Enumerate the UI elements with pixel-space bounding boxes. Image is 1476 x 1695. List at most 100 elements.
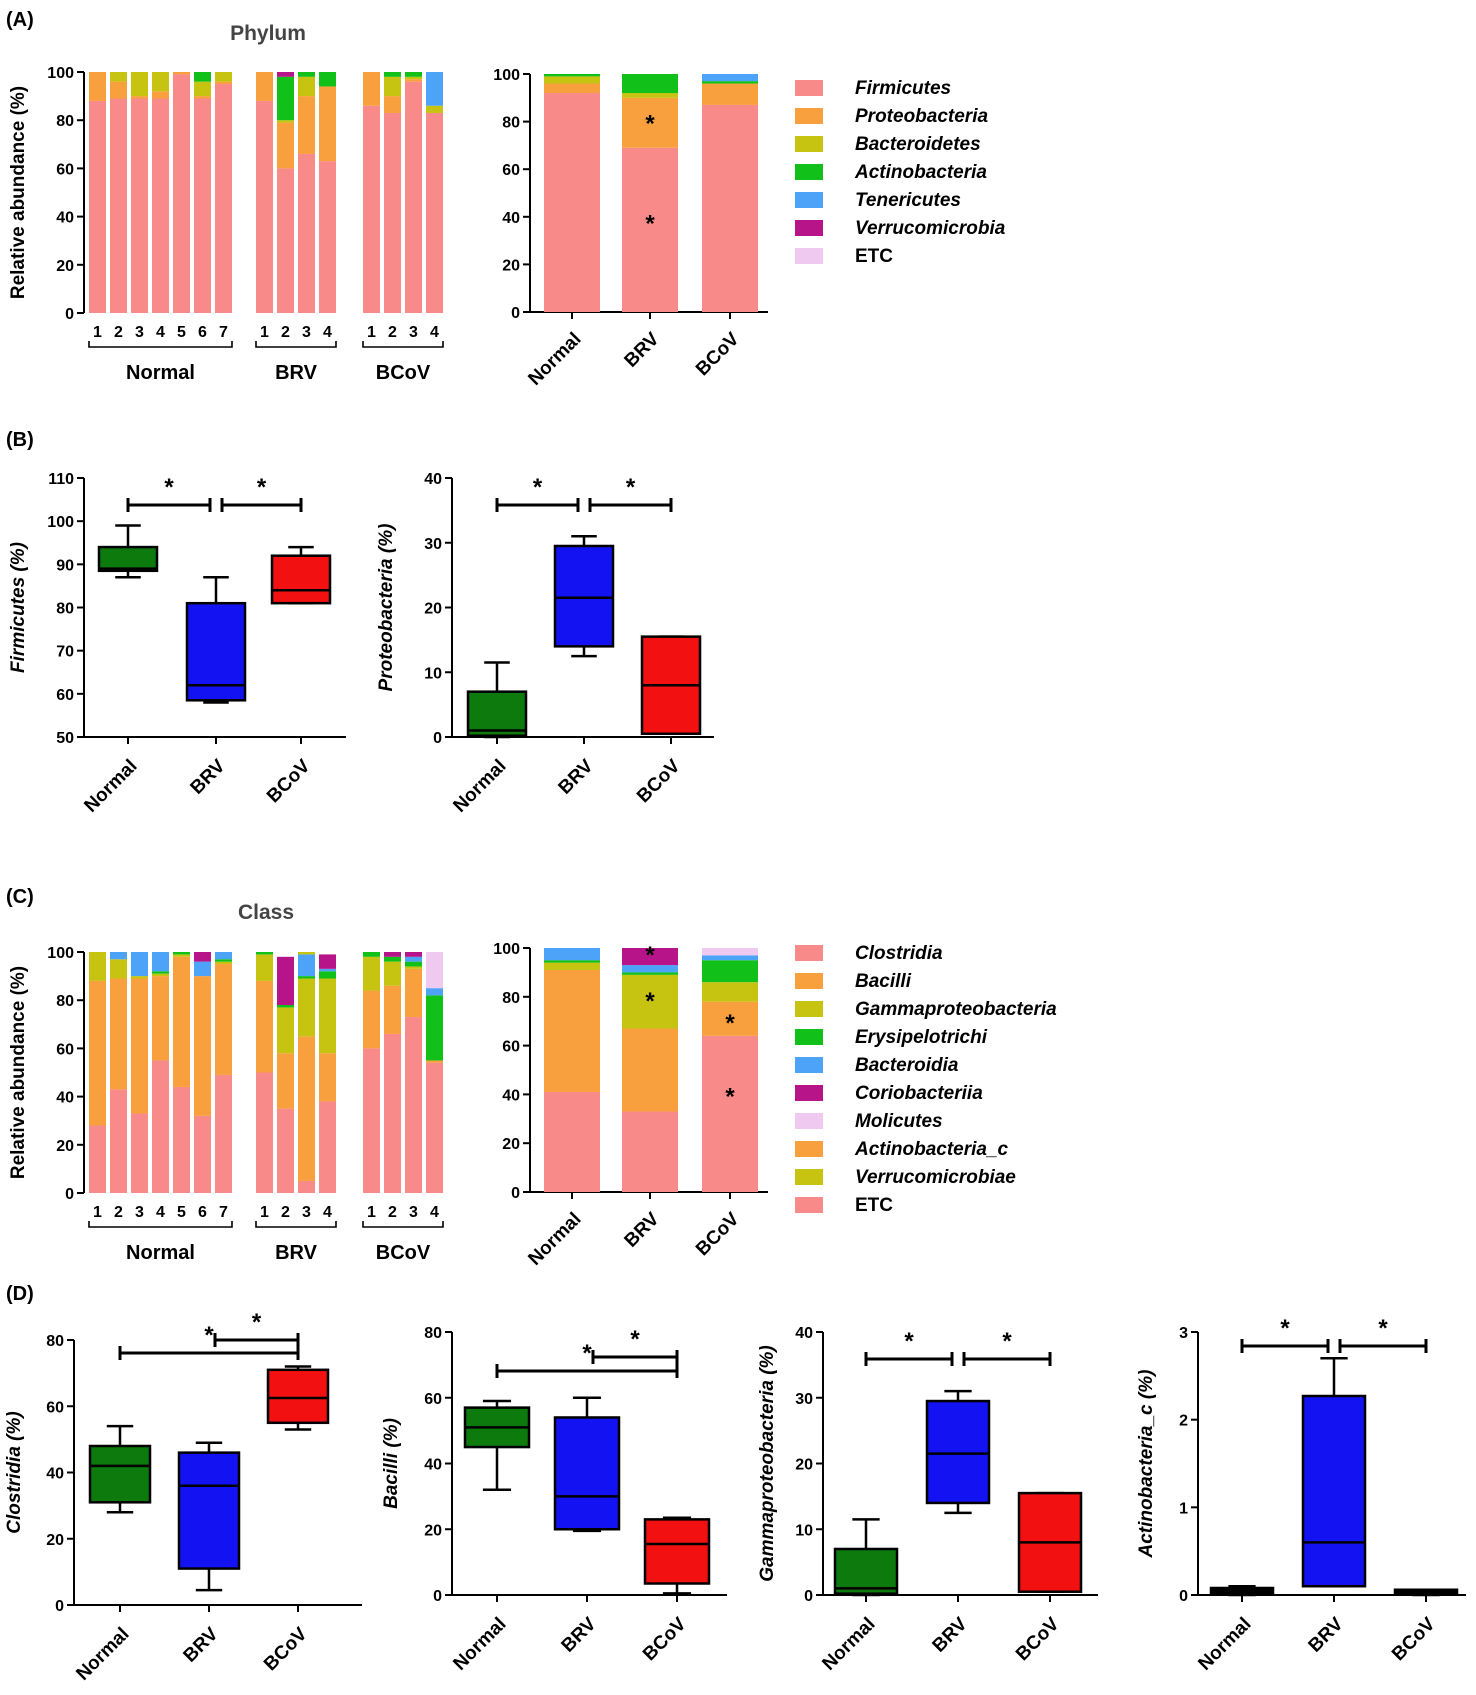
phylum_samples-bar-brv-4-firmicutes xyxy=(319,161,336,313)
class_group-bar-brv-clostridia xyxy=(622,1111,678,1192)
phylum_samples-bar-normal-2-bacteroidetes xyxy=(110,72,127,82)
class_group-significance-star: * xyxy=(645,988,655,1015)
phylum_samples-bar-bcov-3-actinobacteria xyxy=(405,72,422,77)
bacilli_box-x-tick-label-bcov: BCoV xyxy=(639,1613,691,1665)
phylum_samples-bar-brv-1-proteobacteria xyxy=(256,72,273,101)
phylum-legend: Firmicutes Proteobacteria Bacteroidetes Act… xyxy=(795,78,1006,267)
class_group-bar-brv-bacilli xyxy=(622,1028,678,1112)
class_samples-bar-normal-7-gammaproteobacteria xyxy=(215,961,232,965)
firmicutes_box-normal-box xyxy=(97,545,159,573)
legend-swatch-bacilli xyxy=(795,973,823,989)
phylum_group-bar-bcov-tenericutes xyxy=(702,74,758,82)
clostridia_box-x-tick-label-brv: BRV xyxy=(180,1623,223,1666)
firmicutes_box-y-axis-title: Firmicutes (%) xyxy=(8,542,29,673)
class_samples-group-bracket xyxy=(362,1221,444,1228)
class_group-y-tick-label: 0 xyxy=(511,1185,520,1202)
phylum_group-bar-normal-bacteroidetes xyxy=(544,76,600,84)
phylum_samples-bar-normal-3-bacteroidetes xyxy=(131,72,148,97)
legend-swatch-bacteroidetes xyxy=(795,136,823,152)
phylum_samples-y-tick-label: 20 xyxy=(56,258,74,275)
panel-label-b: (B) xyxy=(6,429,34,451)
firmicutes_box-y-tick-label: 100 xyxy=(47,514,74,531)
proteobacteria_box-y-tick-label: 20 xyxy=(424,601,442,618)
legend-label-actinobacteria-c: Actinobacteria_c xyxy=(854,1139,1009,1160)
phylum_samples-bar-normal-6-bacteroidetes xyxy=(194,81,211,97)
class_samples-bar-bcov-2-bacilli xyxy=(384,985,401,1034)
legend-swatch-tenericutes xyxy=(795,192,823,208)
class_samples-group-label-brv: BRV xyxy=(275,1242,318,1264)
phylum_samples-sample-label: 3 xyxy=(409,324,418,341)
phylum_group-y-tick-label: 40 xyxy=(502,210,520,227)
phylum_samples-bar-bcov-3-proteobacteria xyxy=(405,79,422,82)
class_group-bar-bcov-molicutes xyxy=(702,948,758,956)
firmicutes_box-y-tick-label: 60 xyxy=(56,687,74,704)
class_samples-sample-label: 1 xyxy=(367,1204,376,1221)
class_samples-bar-bcov-1-clostridia xyxy=(363,1048,380,1193)
bacilli_box-y-tick-label: 0 xyxy=(433,1588,442,1605)
proteobacteria_box-significance-star: * xyxy=(626,474,636,501)
class_group-bar-bcov-erysipelotrichi xyxy=(702,960,758,983)
bacilli_box-y-tick-label: 20 xyxy=(424,1522,442,1539)
class_samples-bar-bcov-4-erysipelotrichi xyxy=(426,995,443,1061)
clostridia_box-significance-star: * xyxy=(204,1322,214,1349)
clostridia_box-y-tick-label: 20 xyxy=(46,1532,64,1549)
class_samples-sample-label: 2 xyxy=(114,1204,123,1221)
phylum_samples-bar-brv-2-verrucomicrobia xyxy=(277,72,294,77)
legend-swatch-verrucomicrobiae xyxy=(795,1169,823,1185)
phylum_samples-y-tick-label: 80 xyxy=(56,113,74,130)
firmicutes_box-x-tick-label-bcov: BCoV xyxy=(263,755,315,807)
phylum_samples-bar-bcov-2-bacteroidetes xyxy=(384,76,401,97)
class_samples-bar-normal-3-clostridia xyxy=(131,1113,148,1193)
class_samples-y-tick-label: 100 xyxy=(47,945,74,962)
phylum_samples-bar-normal-4-proteobacteria xyxy=(152,91,169,99)
phylum_samples-bar-bcov-4-tenericutes xyxy=(426,72,443,106)
phylum_samples-bar-normal-4-firmicutes xyxy=(152,98,169,313)
legend-label-coriobacteriia: Coriobacteriia xyxy=(855,1083,983,1104)
class_samples-group-label-normal: Normal xyxy=(126,1242,195,1264)
class_samples-bar-brv-4-coriobacteriia xyxy=(319,954,336,969)
phylum_samples-group-label-bcov: BCoV xyxy=(376,362,431,384)
class_samples-bar-normal-1-clostridia xyxy=(89,1125,106,1193)
phylum_samples-y-tick-label: 40 xyxy=(56,210,74,227)
phylum_group-bar-normal-actinobacteria xyxy=(544,74,600,77)
proteobacteria_box-y-tick-label: 10 xyxy=(424,665,442,682)
legend-swatch-etc xyxy=(795,248,823,264)
bacilli_box-bcov-box xyxy=(643,1518,711,1585)
class_samples-bar-brv-4-erysipelotrichi xyxy=(319,971,336,979)
legend-label-actinobacteria: Actinobacteria xyxy=(854,162,987,183)
phylum_samples-bar-brv-2-actinobacteria xyxy=(277,76,294,121)
class_samples-bar-normal-7-clostridia xyxy=(215,1074,232,1193)
class_samples-bar-bcov-1-bacilli xyxy=(363,990,380,1049)
legend-label-bacteroidia: Bacteroidia xyxy=(855,1055,959,1076)
class_samples-bar-normal-5-erysipelotrichi xyxy=(173,952,190,955)
class_samples-bar-normal-6-bacilli xyxy=(194,976,211,1116)
class_samples-sample-label: 6 xyxy=(198,1204,207,1221)
clostridia_box-y-tick-label: 60 xyxy=(46,1399,64,1416)
phylum_samples-bar-normal-1-firmicutes xyxy=(89,100,106,313)
actinobacteria_c_box-x-tick-label-normal: Normal xyxy=(1194,1614,1255,1675)
phylum_samples-bar-normal-6-firmicutes xyxy=(194,98,211,313)
class_samples-bar-normal-5-clostridia xyxy=(173,1086,190,1193)
phylum-group-chart: 0 20 40 60 80 100 Normal BRV BCoV * * xyxy=(493,67,768,390)
class_samples-sample-label: 4 xyxy=(323,1204,332,1221)
phylum_samples-sample-label: 1 xyxy=(93,324,102,341)
class_samples-bar-brv-4-clostridia xyxy=(319,1101,336,1193)
clostridia_box-brv-box xyxy=(177,1451,241,1570)
actinobacteria_c_box-y-tick-label: 0 xyxy=(1179,1588,1188,1605)
clostridia_box-x-tick-label-bcov: BCoV xyxy=(260,1623,312,1675)
phylum_group-x-tick-label-brv: BRV xyxy=(621,328,664,371)
phylum_group-significance-star: * xyxy=(645,211,655,238)
phylum_samples-bar-bcov-2-proteobacteria xyxy=(384,96,401,113)
phylum_samples-y-tick-label: 100 xyxy=(47,65,74,82)
class_samples-bar-bcov-3-bacilli xyxy=(405,968,422,1018)
legend-label-molicutes: Molicutes xyxy=(855,1111,943,1132)
class_samples-bar-bcov-4-molicutes xyxy=(426,952,443,989)
bacilli_box-significance-star: * xyxy=(582,1340,592,1367)
class_group-bar-normal-bacilli xyxy=(544,969,600,1092)
actinobacteria_c_box-y-axis-title: Actinobacteria_c (%) xyxy=(1136,1370,1157,1559)
phylum_group-significance-star: * xyxy=(645,111,655,138)
clostridia_box-normal-box xyxy=(88,1444,152,1504)
phylum_samples-sample-label: 4 xyxy=(156,324,165,341)
class_samples-bar-normal-2-gammaproteobacteria xyxy=(110,959,127,979)
phylum_samples-y-axis-title: Relative abundance (%) xyxy=(8,86,29,299)
